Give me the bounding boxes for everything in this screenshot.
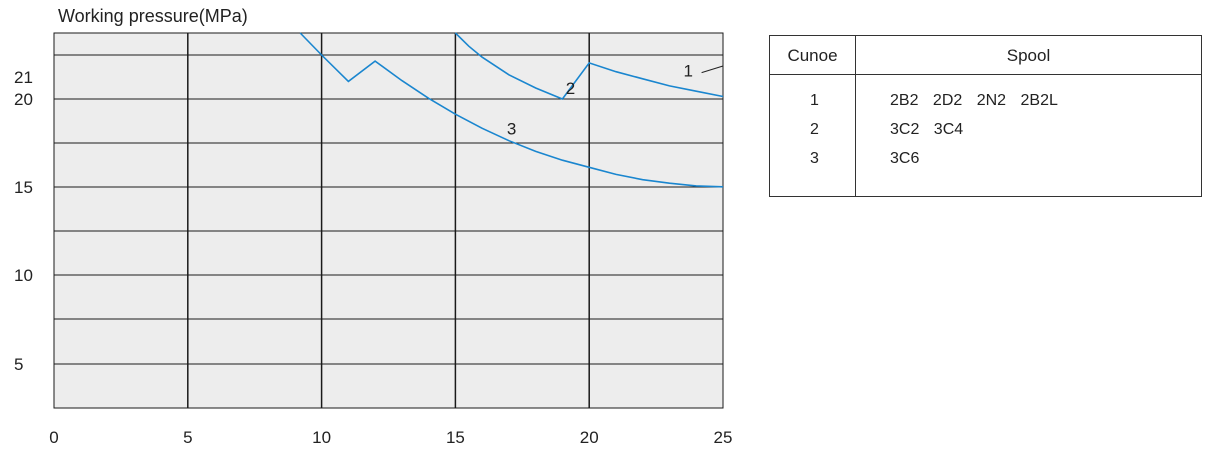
pressure-chart: Working pressure(MPa) 0 5 10 15 20 25 5 10 15 20 2… (14, 6, 733, 447)
curve-label-3: 3 (507, 119, 516, 138)
curve-label-1: 1 (683, 61, 692, 80)
y-tick-label: 10 (14, 266, 33, 285)
table-cell-curve: 3 (810, 150, 819, 167)
y-tick-label: 5 (14, 355, 23, 374)
x-tick-label: 5 (183, 428, 192, 447)
table-row: 1 2B2 2D2 2N2 2B2L (770, 92, 1201, 120)
series-line-curve-3 (299, 32, 724, 188)
series-line-curve-2 (454, 32, 724, 100)
y-tick-label: 21 (14, 68, 33, 87)
table-header-curve: Cunoe (770, 36, 856, 75)
x-tick-label: 0 (49, 428, 58, 447)
y-axis-title: Working pressure(MPa) (58, 6, 248, 26)
table-cell-spool: 3C2 3C4 (890, 121, 964, 138)
table-cell-curve: 2 (810, 121, 819, 138)
table-cell-spool: 2B2 2D2 2N2 2B2L (890, 92, 1058, 109)
table-header-spool: Spool (856, 36, 1201, 75)
y-tick-label: 15 (14, 178, 33, 197)
x-tick-label: 25 (714, 428, 733, 447)
table-cell-spool: 3C6 (890, 150, 920, 167)
table-divider (855, 74, 856, 196)
x-tick-label: 15 (446, 428, 465, 447)
plot-background (53, 32, 724, 409)
table-cell-curve: 1 (810, 92, 819, 109)
series-line-curve-1 (701, 65, 724, 74)
x-tick-label: 10 (312, 428, 331, 447)
table-row: 3 3C6 (770, 150, 1201, 178)
x-tick-label: 20 (580, 428, 599, 447)
curve-label-2: 2 (566, 79, 575, 98)
curve-spool-table: Cunoe Spool 1 2B2 2D2 2N2 2B2L 2 3C2 3C4… (769, 35, 1202, 197)
y-tick-label: 20 (14, 90, 33, 109)
table-row: 2 3C2 3C4 (770, 121, 1201, 149)
